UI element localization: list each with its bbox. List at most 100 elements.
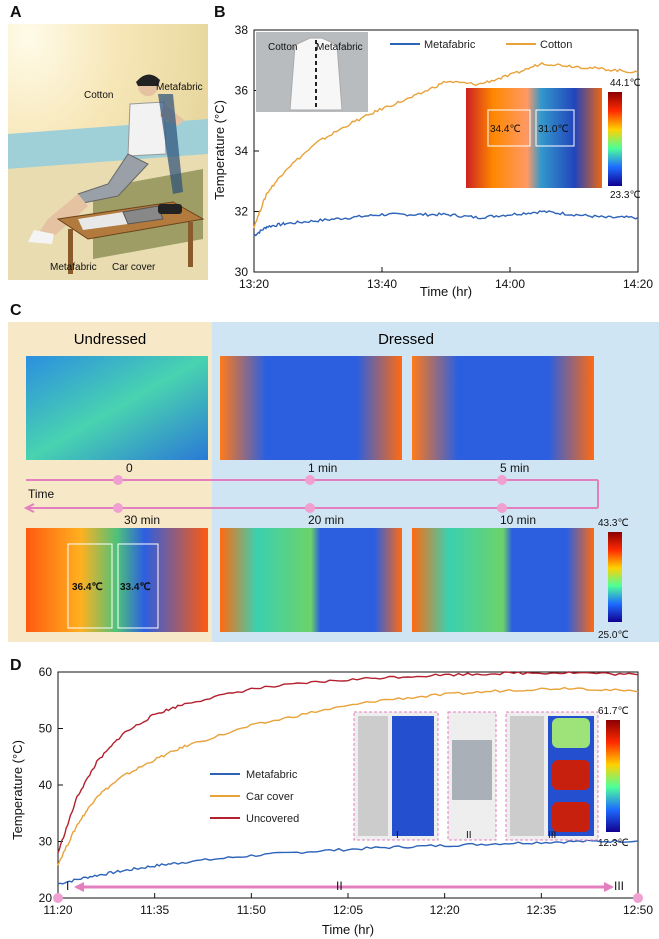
person — [28, 74, 184, 244]
b-xtick-label-0: 13:20 — [239, 277, 269, 291]
b-ylabel: Temperature (°C) — [212, 100, 227, 200]
phase-dot-start — [53, 893, 63, 903]
colorbar-max-c: 43.3℃ — [598, 518, 629, 529]
b-xtick-label-2: 14:00 — [495, 277, 525, 291]
colorbar-max-d: 61.7℃ — [598, 706, 629, 717]
thermal-image-5min — [412, 356, 594, 460]
panel-a-illustration: Cotton Metafabric Metafabric Car cover — [8, 24, 208, 280]
time-label-20min: 20 min — [308, 513, 344, 527]
b-series-metafabric — [253, 210, 639, 237]
reading-cotton: 36.4℃ — [72, 582, 103, 593]
roi-cotton — [67, 543, 113, 629]
legend-label-metafabric-b: Metafabric — [424, 39, 476, 51]
table — [56, 201, 205, 274]
undressed-title: Undressed — [74, 331, 147, 348]
phase-marker-ii: II — [336, 879, 343, 893]
time-dot-0 — [113, 475, 123, 485]
thermal-image-0 — [26, 356, 208, 460]
d-series-uncovered — [57, 671, 639, 853]
d-xlabel: Time (hr) — [322, 922, 374, 937]
dressed-title: Dressed — [378, 331, 434, 348]
inset-ii: II — [447, 711, 497, 841]
b-ytick-label-3: 36 — [235, 84, 249, 98]
time-label-5min: 5 min — [500, 461, 529, 475]
time-dot-1min — [305, 475, 315, 485]
panel-letter-c: C — [10, 302, 22, 319]
panel-letter-d: D — [10, 657, 22, 674]
label-car-cover: Car cover — [112, 262, 156, 273]
thermal-reading-left-b: 34.4℃ — [490, 124, 521, 135]
panel-letter-a: A — [10, 4, 22, 21]
panel-d-chart: 11:20 11:35 11:50 12:05 12:20 12:35 12:50 20 30 4… — [10, 665, 653, 937]
colorbar-c — [608, 532, 622, 622]
d-xtick-label-0: 11:20 — [43, 903, 72, 917]
time-axis-label: Time — [28, 487, 55, 501]
time-label-0: 0 — [126, 461, 133, 475]
b-ytick-label-4: 38 — [235, 23, 249, 37]
phase-dot-end — [633, 893, 643, 903]
d-xtick-label-1: 11:35 — [140, 903, 169, 917]
colorbar-d — [606, 720, 620, 832]
legend-label-uncovered-d: Uncovered — [246, 813, 299, 825]
d-ylabel: Temperature (°C) — [10, 740, 25, 840]
inset-iii: III — [505, 711, 599, 841]
d-xtick-label-2: 11:50 — [237, 903, 266, 917]
d-ytick-label-0: 20 — [39, 891, 53, 905]
d-xtick-label-4: 12:20 — [430, 903, 460, 917]
phase-arrow-right — [604, 882, 614, 892]
time-dot-20min — [305, 503, 315, 513]
label-cotton: Cotton — [84, 90, 113, 101]
phase-arrow-left — [74, 882, 84, 892]
d-series-metafabric — [57, 839, 639, 885]
legend-label-carcover-d: Car cover — [246, 791, 294, 803]
panel-b-chart: 13:20 13:40 14:00 14:20 30 32 34 36 38 Temperatu… — [212, 23, 653, 299]
colorbar-min-b: 23.3℃ — [610, 190, 641, 201]
panel-c: Undressed Dressed 36.4℃ 33.4℃ 0 1 min 5 … — [8, 322, 659, 642]
d-xtick-label-6: 12:50 — [623, 903, 653, 917]
colorbar-b — [608, 92, 622, 186]
label-metafabric-bottom: Metafabric — [50, 262, 97, 273]
d-series-car-cover — [57, 686, 639, 866]
d-ytick-label-2: 40 — [39, 778, 53, 792]
colorbar-max-b: 44.1℃ — [610, 78, 641, 89]
panel-letter-b: B — [214, 4, 226, 21]
photo-label-metafabric: Metafabric — [316, 42, 363, 53]
phase-marker-iii: III — [614, 879, 624, 893]
d-ytick-label-4: 60 — [39, 665, 53, 679]
b-xlabel: Time (hr) — [420, 284, 472, 299]
inset-label-ii: II — [466, 830, 472, 841]
reading-metafabric: 33.4℃ — [120, 582, 151, 593]
label-metafabric-top: Metafabric — [156, 82, 203, 93]
d-xtick-label-3: 12:05 — [333, 903, 363, 917]
roi-metafabric — [117, 543, 159, 629]
b-series-cotton — [253, 61, 639, 229]
inset-i: I — [353, 711, 439, 841]
b-ytick-label-2: 34 — [235, 144, 249, 158]
d-xtick-label-5: 12:35 — [526, 903, 556, 917]
time-label-10min: 10 min — [500, 513, 536, 527]
colorbar-min-d: 12.3℃ — [598, 838, 629, 849]
d-ytick-label-3: 50 — [39, 722, 53, 736]
inset-label-iii: III — [548, 830, 556, 841]
legend-label-metafabric-d: Metafabric — [246, 769, 298, 781]
thermal-image-30min — [26, 528, 208, 632]
thermal-reading-right-b: 31.0℃ — [538, 124, 569, 135]
chair — [158, 94, 183, 194]
b-xtick-label-3: 14:20 — [623, 277, 653, 291]
b-ytick-label-1: 32 — [235, 205, 249, 219]
b-ytick-label-0: 30 — [235, 265, 249, 279]
time-dot-30min — [113, 503, 123, 513]
thermal-image-20min — [220, 528, 402, 632]
thermal-image-1min — [220, 356, 402, 460]
time-dot-10min — [497, 503, 507, 513]
phase-marker-i: I — [66, 879, 69, 893]
thermal-image-10min — [412, 528, 594, 632]
inset-label-i: I — [396, 830, 399, 841]
thermal-inset-b: 34.4℃ 31.0℃ 44.1℃ 23.3℃ — [466, 78, 641, 201]
colorbar-min-c: 25.0℃ — [598, 630, 629, 641]
legend-label-cotton-b: Cotton — [540, 39, 572, 51]
photo-label-cotton: Cotton — [268, 42, 297, 53]
time-label-30min: 30 min — [124, 513, 160, 527]
shirt-photo: Cotton Metafabric — [256, 32, 368, 112]
